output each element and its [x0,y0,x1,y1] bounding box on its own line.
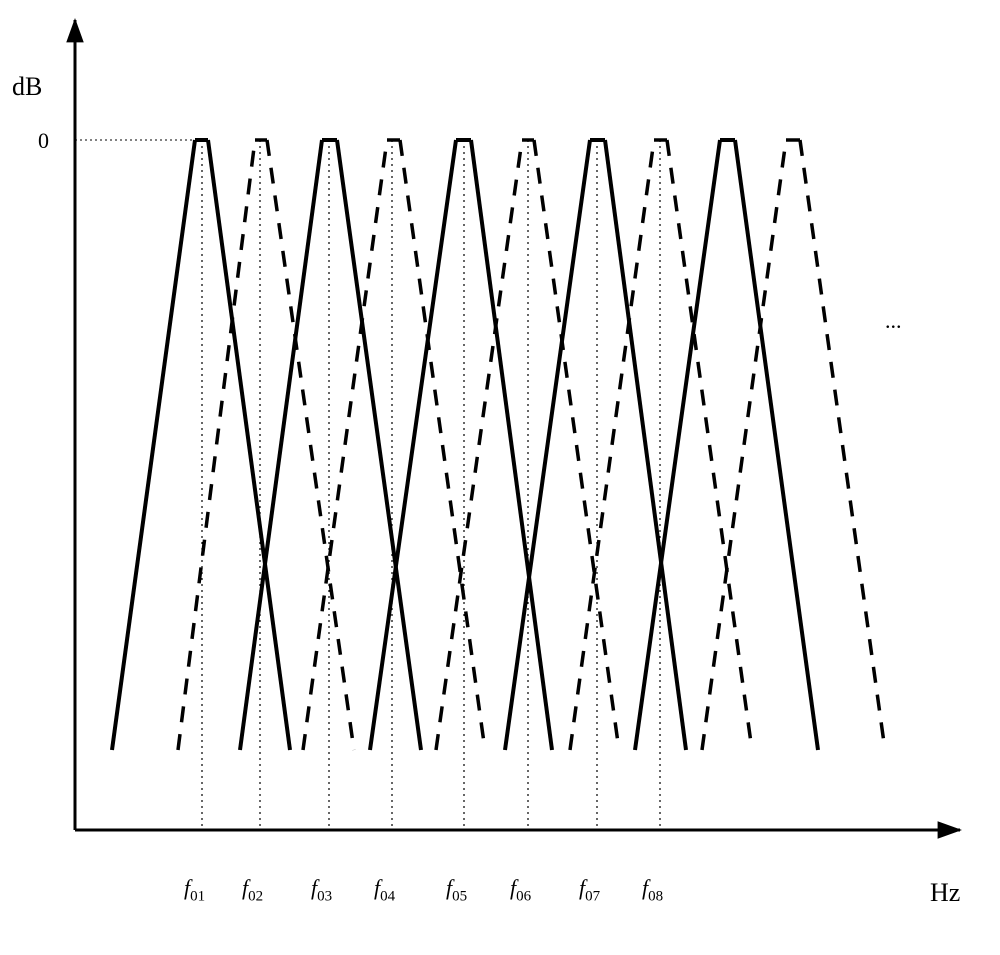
x-axis-label: Hz [930,878,960,908]
tick-label-f08: f08 [642,875,663,905]
tick-label-f06: f06 [510,875,531,905]
tick-label-f03: f03 [311,875,332,905]
tick-label-f02: f02 [242,875,263,905]
filter-bank-chart [0,0,1000,955]
y-axis-label: dB [12,72,42,102]
ellipsis: ... [885,308,902,334]
tick-label-f01: f01 [184,875,205,905]
tick-label-f05: f05 [446,875,467,905]
zero-label: 0 [38,128,49,154]
chart-svg [0,0,1000,955]
tick-label-f04: f04 [374,875,395,905]
tick-label-f07: f07 [579,875,600,905]
